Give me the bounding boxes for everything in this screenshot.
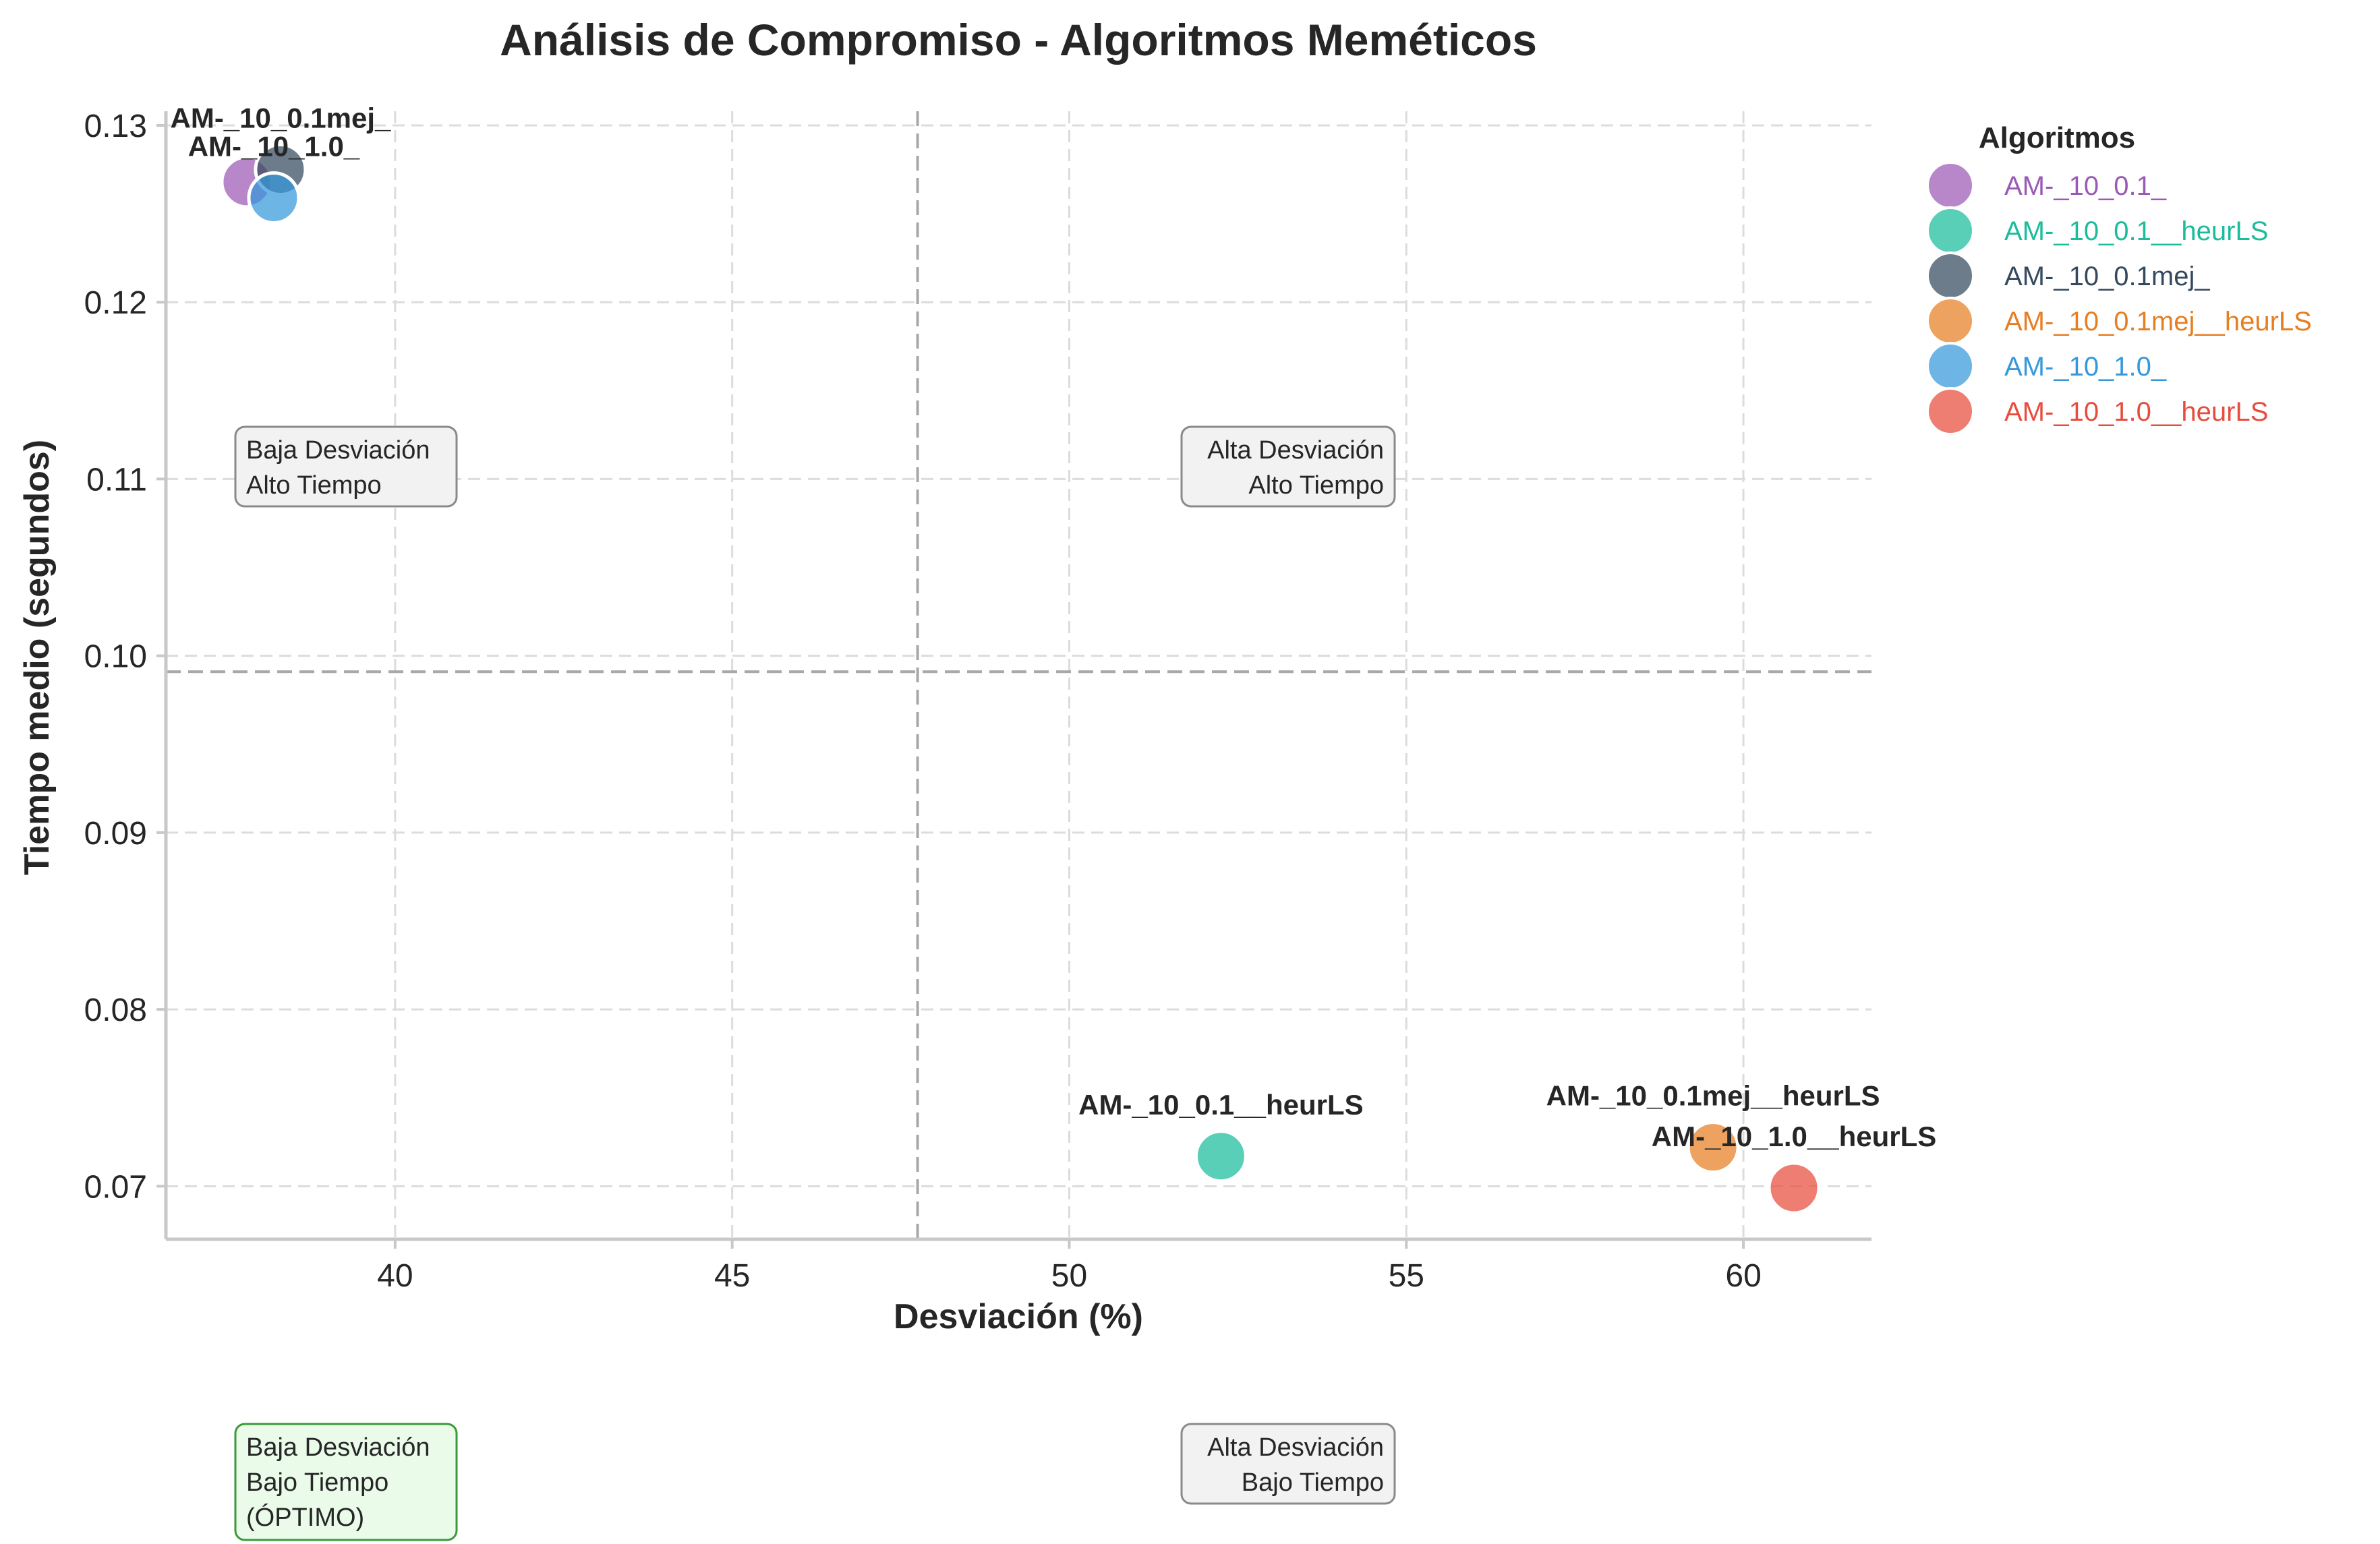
legend-marker	[1926, 206, 1975, 255]
x-axis-label: Desviación (%)	[894, 1297, 1143, 1336]
quadrant-box-low-dev-high-time: Baja Desviación Alto Tiempo	[234, 425, 458, 508]
quadrant-box-high-dev-high-time: Alta Desviación Alto Tiempo	[1180, 425, 1396, 508]
legend-item: AM-_10_1.0_	[1926, 342, 2167, 390]
legend-label: AM-_10_0.1mej__heurLS	[2004, 307, 2312, 336]
y-tick-label: 0.07	[84, 1169, 147, 1205]
legend-label: AM-_10_0.1_	[2004, 171, 2167, 201]
quadrant-box-frame	[234, 425, 458, 508]
legend-title: Algoritmos	[1979, 121, 2135, 154]
x-tick-label: 55	[1389, 1258, 1424, 1294]
quadrant-box-low-dev-low-time: Baja Desviación Bajo Tiempo (ÓPTIMO)	[234, 1423, 458, 1541]
quadrant-box-frame	[1180, 1423, 1396, 1505]
x-axis-ticks: 40 45 50 55 60	[377, 1239, 1762, 1294]
quadrant-box-text: Alta Desviación	[1207, 436, 1384, 465]
x-tick-label: 40	[377, 1258, 413, 1294]
point-label: AM-_10_1.0__heurLS	[1652, 1121, 1937, 1152]
legend-item: AM-_10_0.1mej_	[1926, 251, 2210, 300]
data-points	[220, 143, 1821, 1215]
point-label: AM-_10_1.0_	[188, 130, 360, 162]
quadrant-box-text: (ÓPTIMO)	[246, 1503, 364, 1532]
y-axis-label: Tiempo medio (segundos)	[18, 440, 57, 875]
legend-label: AM-_10_0.1mej_	[2004, 262, 2210, 291]
data-point	[1194, 1129, 1248, 1183]
legend-marker	[1926, 342, 1975, 390]
legend-marker	[1926, 297, 1975, 345]
chart-title: Análisis de Compromiso - Algoritmos Memé…	[500, 15, 1537, 65]
y-tick-label: 0.09	[84, 816, 147, 852]
legend-item: AM-_10_0.1_	[1926, 161, 2167, 210]
point-label: AM-_10_0.1mej_	[171, 102, 391, 134]
x-tick-label: 50	[1051, 1258, 1087, 1294]
quadrant-box-text: Baja Desviación	[246, 436, 430, 465]
quadrant-box-frame	[1180, 425, 1396, 508]
quadrant-box-frame	[234, 1423, 458, 1541]
point-label: AM-_10_0.1__heurLS	[1078, 1089, 1364, 1121]
quadrant-box-text: Alto Tiempo	[246, 471, 382, 500]
quadrant-box-high-dev-low-time: Alta Desviación Bajo Tiempo	[1180, 1423, 1396, 1505]
quadrant-box-text: Alta Desviación	[1207, 1433, 1384, 1462]
y-tick-label: 0.12	[84, 285, 147, 321]
legend-marker	[1926, 387, 1975, 436]
legend-item: AM-_10_0.1mej__heurLS	[1926, 297, 2312, 345]
legend-item: AM-_10_1.0__heurLS	[1926, 387, 2268, 436]
data-point	[1686, 1121, 1740, 1175]
legend-label: AM-_10_1.0_	[2004, 352, 2167, 382]
quadrant-box-text: Baja Desviación	[246, 1433, 430, 1462]
y-tick-label: 0.11	[86, 462, 147, 498]
grid-lines	[166, 111, 1871, 1239]
x-tick-label: 45	[714, 1258, 750, 1294]
legend-label: AM-_10_1.0__heurLS	[2004, 397, 2268, 427]
y-tick-label: 0.10	[84, 639, 147, 675]
point-labels: AM-_10_0.1mej_AM-_10_1.0_ AM-_10_0.1__heu…	[171, 102, 1937, 1152]
x-tick-label: 60	[1725, 1258, 1761, 1294]
legend-item: AM-_10_0.1__heurLS	[1926, 206, 2268, 255]
y-tick-label: 0.08	[84, 992, 147, 1028]
y-tick-label: 0.13	[84, 109, 147, 144]
quadrant-box-text: Bajo Tiempo	[246, 1468, 388, 1497]
legend-label: AM-_10_0.1__heurLS	[2004, 216, 2268, 246]
quadrant-box-text: Alto Tiempo	[1248, 471, 1384, 500]
reference-lines	[166, 111, 1871, 1239]
point-label: AM-_10_0.1mej__heurLS	[1546, 1080, 1880, 1112]
data-point	[1767, 1161, 1821, 1215]
legend: Algoritmos AM-_10_0.1_ AM-_10_0.1__heurLS…	[1926, 121, 2312, 436]
quadrant-box-text: Bajo Tiempo	[1242, 1468, 1384, 1497]
axes	[164, 111, 1871, 1241]
y-axis-ticks: 0.07 0.08 0.09 0.10 0.11 0.12 0.13	[84, 109, 166, 1205]
data-point	[247, 171, 301, 225]
legend-marker	[1926, 251, 1975, 300]
legend-marker	[1926, 161, 1975, 210]
